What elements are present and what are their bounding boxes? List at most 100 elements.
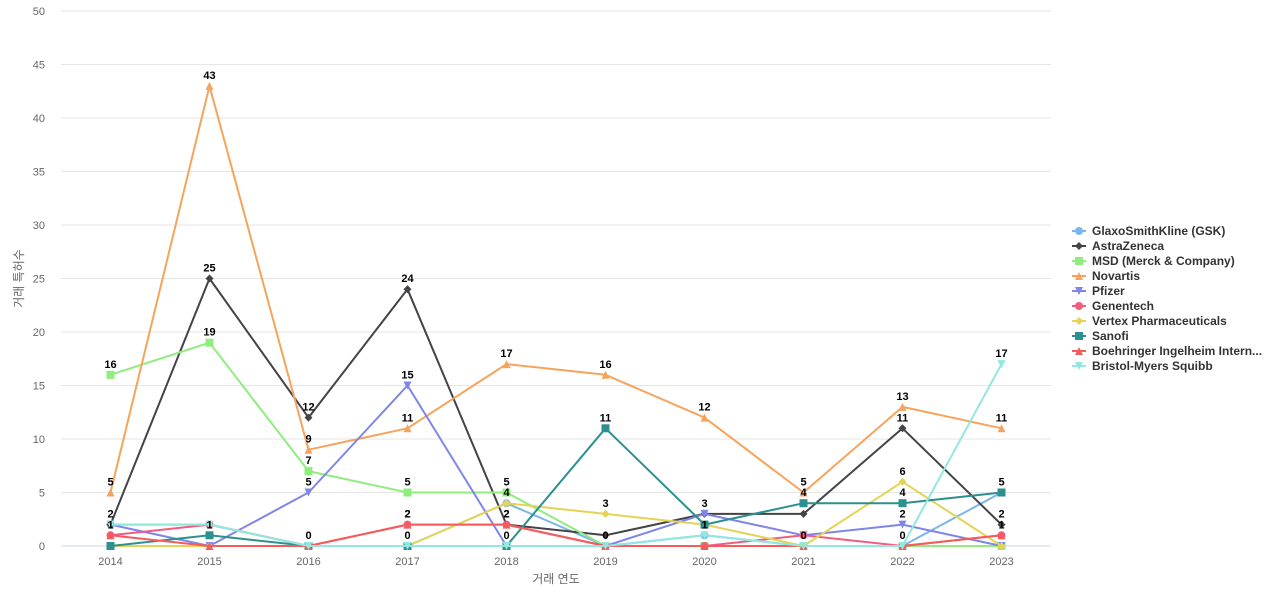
x-tick-label: 2021 (791, 556, 815, 568)
legend-label: Boehringer Ingelheim Intern... (1092, 344, 1262, 358)
legend-label: Vertex Pharmaceuticals (1092, 314, 1227, 328)
data-label: 3 (602, 498, 608, 510)
data-point (898, 477, 907, 486)
y-tick-label: 45 (33, 60, 45, 72)
data-label: 3 (701, 498, 707, 510)
data-point (106, 488, 115, 497)
data-label: 0 (305, 530, 311, 542)
data-point (898, 542, 907, 550)
data-point (997, 488, 1006, 497)
legend-item[interactable]: Sanofi (1072, 329, 1129, 343)
legend-item[interactable]: GlaxoSmithKline (GSK) (1072, 224, 1225, 238)
y-axis-title: 거래 특허수 (12, 249, 26, 308)
data-point (799, 531, 808, 540)
legend-item[interactable]: Vertex Pharmaceuticals (1072, 314, 1227, 328)
data-point (700, 531, 709, 540)
legend-label: Novartis (1092, 269, 1140, 283)
series-line (109, 363, 1003, 547)
data-label: 5 (998, 477, 1004, 489)
legend-item[interactable]: Genentech (1072, 299, 1154, 313)
data-label: 11 (996, 412, 1008, 424)
legend-marker (1075, 362, 1083, 370)
data-label: 4 (503, 487, 510, 499)
data-label: 16 (104, 359, 116, 371)
legend-label: Sanofi (1092, 329, 1129, 343)
data-point (799, 542, 808, 550)
data-point (700, 520, 709, 529)
data-point (601, 509, 610, 518)
legend-item[interactable]: Bristol-Myers Squibb (1072, 359, 1213, 373)
y-tick-label: 40 (33, 113, 45, 125)
data-label: 2 (503, 509, 509, 521)
series-line (109, 277, 1003, 537)
data-point (601, 542, 610, 550)
data-label: 1 (206, 519, 212, 531)
data-label: 15 (401, 370, 413, 382)
data-point (502, 488, 511, 497)
data-point (898, 499, 907, 508)
legend-item[interactable]: Pfizer (1072, 284, 1125, 298)
series-group (106, 360, 1006, 550)
x-tick-label: 2018 (494, 556, 518, 568)
y-tick-label: 15 (33, 381, 45, 393)
data-label: 0 (899, 530, 905, 542)
x-axis-title: 거래 연도 (532, 572, 580, 586)
data-point (205, 81, 214, 90)
data-point (898, 402, 907, 411)
data-label: 2 (998, 509, 1004, 521)
legend-marker (1075, 257, 1083, 265)
x-tick-label: 2017 (395, 556, 419, 568)
data-point (304, 467, 313, 476)
data-label: 7 (305, 455, 311, 467)
y-tick-label: 25 (33, 274, 45, 286)
data-point (997, 520, 1006, 529)
y-tick-label: 30 (33, 220, 45, 232)
legend-item[interactable]: Novartis (1072, 269, 1140, 283)
legend-item[interactable]: Boehringer Ingelheim Intern... (1072, 344, 1262, 358)
data-label: 0 (602, 530, 608, 542)
x-tick-label: 2019 (593, 556, 617, 568)
data-point (502, 542, 511, 550)
legend-marker (1075, 272, 1083, 280)
data-point (997, 424, 1006, 433)
data-point (700, 413, 709, 422)
legend-item[interactable]: AstraZeneca (1072, 239, 1164, 253)
data-label: 16 (599, 359, 611, 371)
data-point (898, 424, 907, 433)
x-tick-label: 2022 (890, 556, 914, 568)
legend-marker (1075, 242, 1083, 250)
series-line (109, 427, 1003, 547)
x-tick-label: 2020 (692, 556, 716, 568)
legend-marker (1075, 227, 1083, 235)
data-label: 6 (899, 466, 905, 478)
data-point (304, 445, 313, 454)
data-label: 2 (899, 509, 905, 521)
data-point (403, 542, 412, 550)
data-label: 5 (305, 477, 311, 489)
data-label: 2 (404, 509, 410, 521)
data-point (700, 542, 709, 550)
data-label: 11 (897, 412, 909, 424)
series-line (109, 341, 1003, 547)
legend-marker (1075, 287, 1083, 295)
data-label: 2 (107, 509, 113, 521)
data-point (502, 360, 511, 369)
series-group (106, 274, 1006, 540)
legend-label: Genentech (1092, 299, 1154, 313)
data-label: 4 (800, 487, 807, 499)
legend-label: AstraZeneca (1092, 239, 1164, 253)
data-label: 0 (404, 530, 410, 542)
grid (61, 10, 1051, 547)
data-label: 19 (203, 327, 215, 339)
series-line (109, 384, 1003, 547)
data-point (205, 520, 214, 529)
data-label: 2 (404, 509, 410, 521)
data-label: 11 (402, 412, 414, 424)
data-label: 24 (401, 273, 414, 285)
data-point (205, 338, 214, 347)
legend-item[interactable]: MSD (Merck & Company) (1072, 254, 1235, 268)
y-tick-label: 0 (39, 541, 45, 553)
